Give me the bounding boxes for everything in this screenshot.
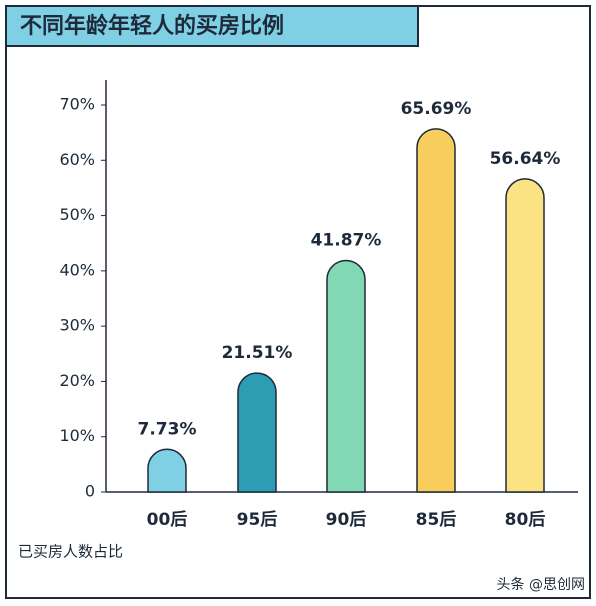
data-label: 21.51% xyxy=(222,343,293,363)
x-tick-label: 00后 xyxy=(147,510,188,530)
x-tick-label: 90后 xyxy=(326,510,367,530)
y-tick-label: 30% xyxy=(59,316,95,335)
y-axis-label: 已买房人数占比 xyxy=(18,543,123,561)
y-tick-label: 60% xyxy=(59,150,95,169)
watermark: 头条 @思创网 xyxy=(497,576,585,593)
y-tick-label: 20% xyxy=(59,371,95,390)
bar xyxy=(416,128,456,493)
y-tick-label: 10% xyxy=(59,426,95,445)
y-tick-label: 0 xyxy=(85,482,95,501)
bar xyxy=(237,372,277,493)
data-label: 65.69% xyxy=(401,99,472,119)
bar xyxy=(147,448,187,493)
data-label: 56.64% xyxy=(490,149,561,169)
data-label: 41.87% xyxy=(311,231,382,251)
x-tick-label: 80后 xyxy=(505,510,546,530)
y-tick-label: 50% xyxy=(59,205,95,224)
x-tick-label: 85后 xyxy=(416,510,457,530)
data-label: 7.73% xyxy=(138,419,197,439)
chart-title: 不同年龄年轻人的买房比例 xyxy=(20,13,284,39)
bar xyxy=(326,259,366,493)
title-box xyxy=(5,5,419,47)
y-tick-label: 40% xyxy=(59,260,95,279)
bar xyxy=(505,178,545,493)
x-tick-label: 95后 xyxy=(237,510,278,530)
y-tick-label: 70% xyxy=(59,95,95,114)
